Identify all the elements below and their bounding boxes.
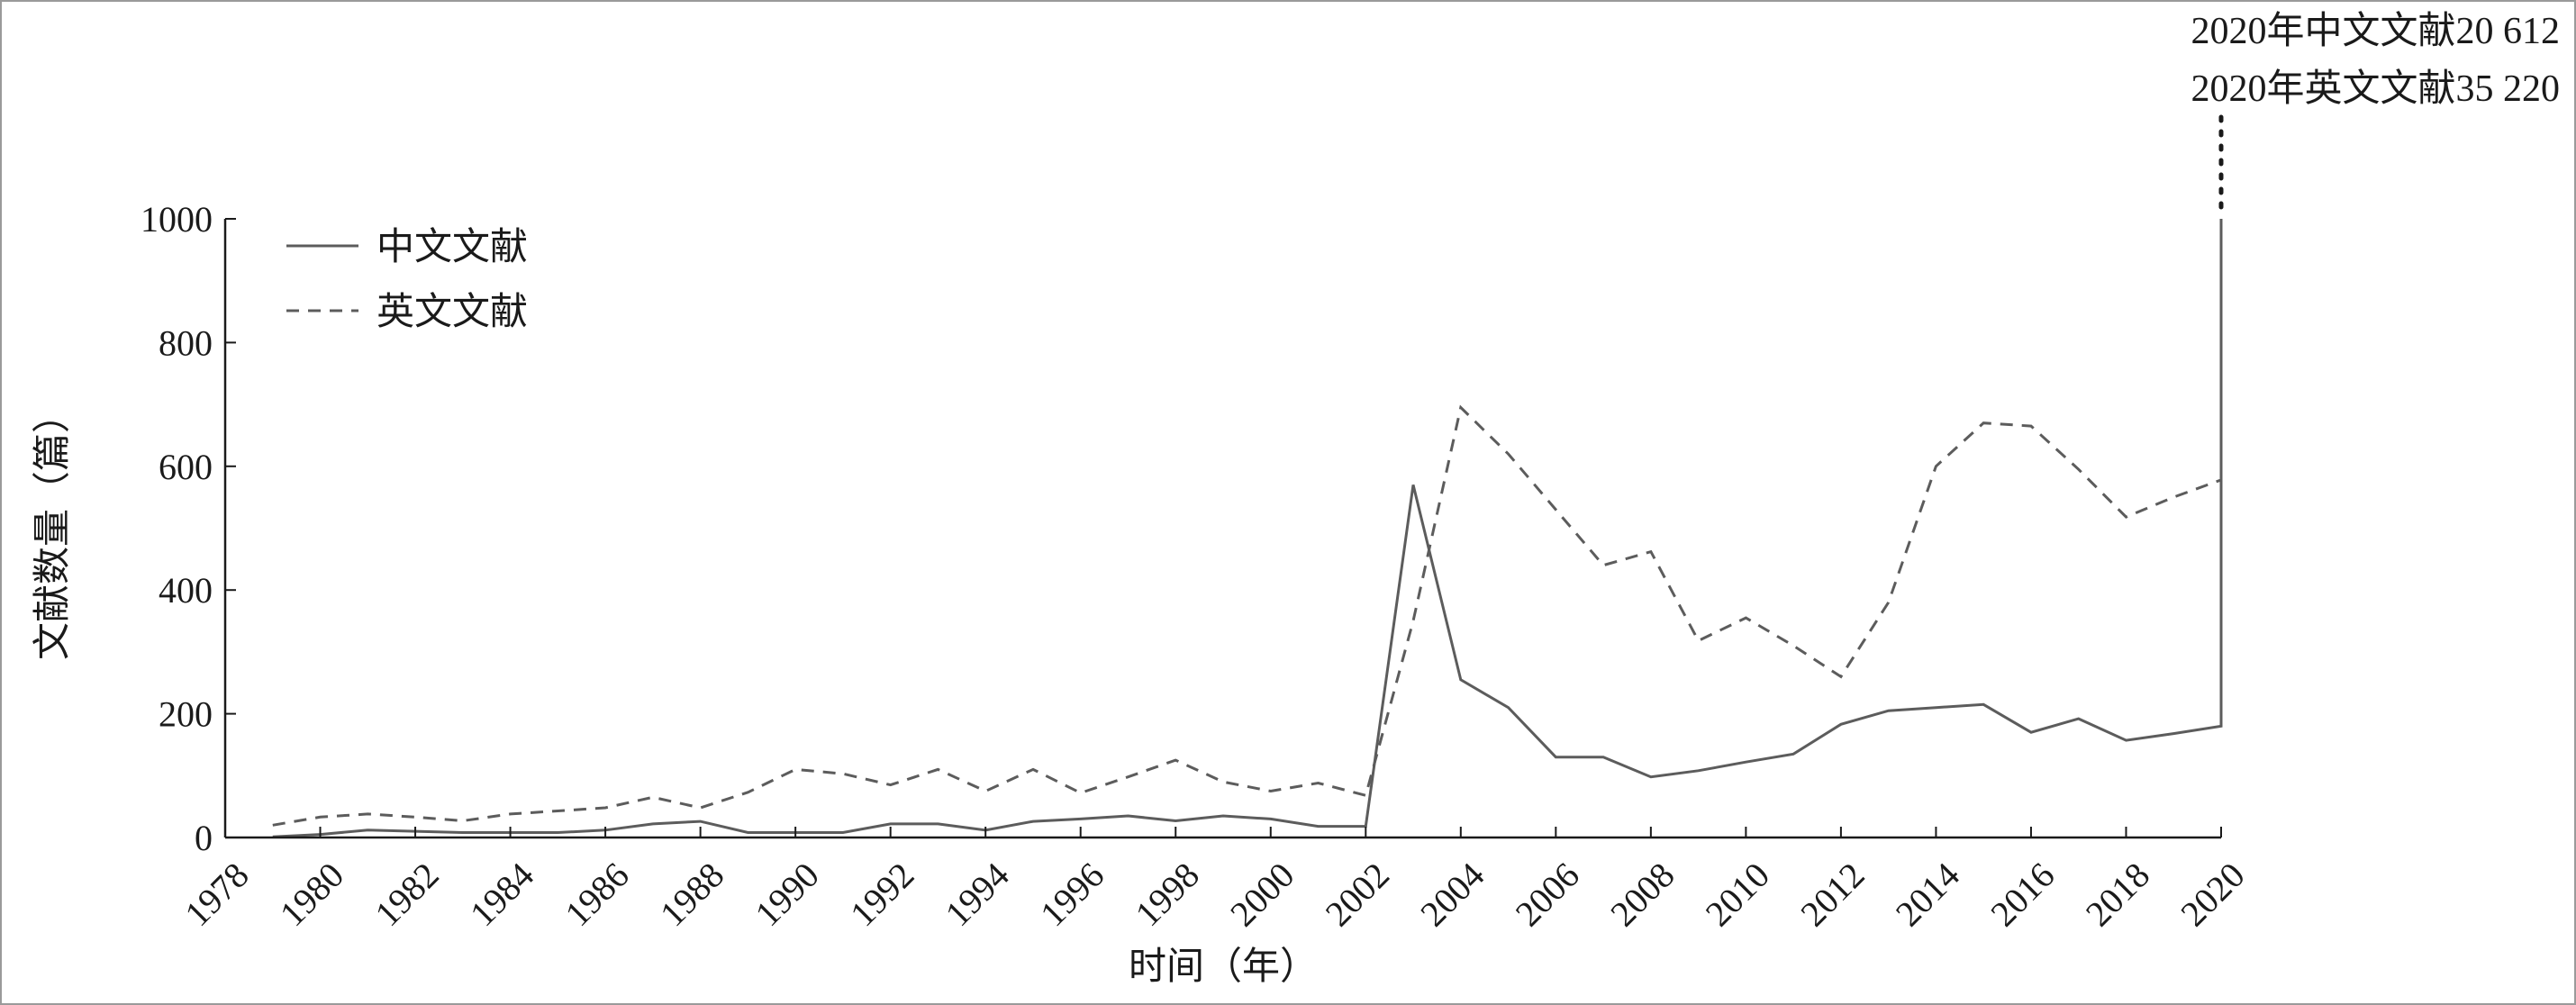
x-tick-label: 2010 [1698,855,1777,934]
x-tick-label: 1998 [1128,855,1207,934]
x-tick-label: 1984 [462,855,541,934]
x-tick-label: 2000 [1222,855,1302,934]
x-tick-label: 2012 [1792,855,1872,934]
legend-label-cn: 中文文献 [376,226,528,268]
x-tick-label: 1994 [938,855,1017,934]
x-tick-label: 2014 [1888,855,1967,934]
annotation-en: 2020年英文文献35 220 [2191,68,2560,110]
legend: 中文文献 英文文献 [286,226,528,333]
x-axis-title: 时间（年） [1129,946,1318,988]
annotation: 2020年中文文献20 612 2020年英文文献35 220 [2191,10,2560,219]
y-tick-label: 600 [159,447,213,487]
y-tick-label: 0 [195,818,213,858]
x-tick-label: 2018 [2078,855,2157,934]
x-tick-label: 1978 [177,855,256,934]
x-tick-label: 1982 [367,855,446,934]
series-line-cn [272,219,2223,838]
y-axis-title: 文献数量（篇） [32,395,74,660]
x-tick-label: 2004 [1412,855,1492,934]
x-tick-label: 2008 [1602,855,1682,934]
y-tick-label: 800 [159,322,213,363]
x-tick-label: 2016 [1982,855,2062,934]
series-line-en [272,219,2223,827]
y-tick-label: 1000 [141,199,213,240]
annotation-cn: 2020年中文文献20 612 [2191,10,2560,52]
x-tick-label: 1980 [272,855,351,934]
x-tick-label: 1992 [842,855,921,934]
x-tick-label: 2006 [1508,855,1587,934]
x-tick-label: 2002 [1318,855,1397,934]
y-tick-label: 400 [159,570,213,611]
x-tick-label: 1996 [1032,855,1111,934]
legend-label-en: 英文文献 [376,291,528,333]
x-tick-label: 1986 [557,855,636,934]
y-tick-label: 200 [159,694,213,735]
x-tick-label: 2020 [2172,855,2252,934]
x-tick-label: 1988 [652,855,731,934]
x-tick-label: 1990 [747,855,826,934]
